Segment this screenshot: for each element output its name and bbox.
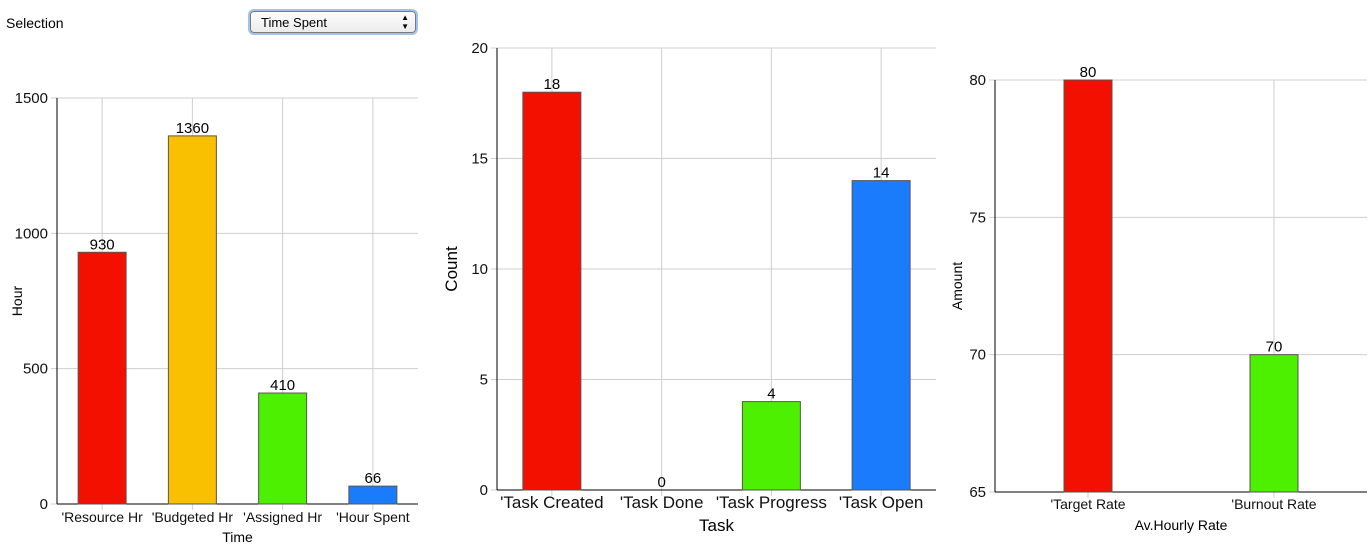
data-label: 0	[657, 474, 665, 491]
data-label: 930	[90, 236, 115, 253]
hourly-rate-chart: 65 70 75 80 80 'Target Rate 70 'Burnout RateAv.…	[949, 64, 1367, 533]
selection-label: Selection	[6, 15, 64, 31]
x-tick-label: 'Target Rate	[1050, 496, 1125, 512]
x-axis-title: Task	[699, 516, 734, 535]
selection-bar: Selection Time Spent ▲ ▼	[0, 0, 460, 46]
y-axis-title: Count	[442, 246, 461, 292]
bar	[851, 180, 911, 491]
selection-dropdown[interactable]: Time Spent ▲ ▼	[250, 11, 416, 33]
bar	[348, 485, 398, 505]
x-tick-label: 'Task Progress	[716, 493, 827, 512]
hours-chart: 0 500 1000 1500 930 'Resource Hr 1360 'Budgeted…	[9, 90, 418, 545]
y-tick-label: 0	[480, 482, 488, 499]
y-tick-label: 80	[969, 72, 986, 89]
x-axis-title: Time	[222, 529, 253, 545]
data-label: 410	[270, 377, 295, 394]
y-tick-label: 20	[471, 40, 488, 57]
x-tick-label: 'Assigned Hr	[243, 509, 322, 525]
data-label: 80	[1080, 64, 1097, 81]
bar	[258, 392, 308, 505]
bar	[1063, 79, 1113, 493]
x-tick-label: 'Resource Hr	[61, 509, 143, 525]
y-tick-label: 1000	[15, 225, 48, 242]
y-tick-label: 15	[471, 151, 488, 168]
x-tick-label: 'Budgeted Hr	[152, 509, 234, 525]
x-tick-label: 'Task Created	[500, 493, 603, 512]
task-count-chart: 0 5 10 15 20 18 'Task Created 0 'Task Done 4 'Task…	[442, 40, 936, 535]
bar	[167, 135, 217, 505]
y-axis-title: Amount	[949, 262, 965, 310]
bar	[77, 251, 127, 505]
data-label: 14	[873, 165, 890, 182]
bar	[741, 401, 801, 491]
dropdown-arrows-icon: ▲ ▼	[401, 13, 409, 31]
y-tick-label: 1500	[15, 90, 48, 107]
data-label: 18	[544, 76, 561, 93]
data-label: 66	[365, 470, 382, 487]
y-axis-title: Hour	[9, 285, 25, 316]
data-label: 4	[767, 386, 775, 403]
x-tick-label: 'Burnout Rate	[1231, 496, 1316, 512]
data-label: 1360	[176, 120, 209, 137]
y-tick-label: 0	[40, 496, 48, 513]
selection-value: Time Spent	[261, 15, 327, 30]
bar	[1249, 354, 1299, 493]
y-tick-label: 5	[480, 372, 488, 389]
x-axis-title: Av.Hourly Rate	[1135, 517, 1228, 533]
data-label: 70	[1266, 339, 1283, 356]
bar	[522, 91, 582, 491]
y-tick-label: 65	[969, 484, 986, 501]
x-tick-label: 'Task Open	[839, 493, 924, 512]
y-tick-label: 70	[969, 347, 986, 364]
y-tick-label: 10	[471, 261, 488, 278]
y-tick-label: 500	[23, 361, 48, 378]
x-tick-label: 'Hour Spent	[336, 509, 410, 525]
y-tick-label: 75	[969, 209, 986, 226]
x-tick-label: 'Task Done	[620, 493, 704, 512]
